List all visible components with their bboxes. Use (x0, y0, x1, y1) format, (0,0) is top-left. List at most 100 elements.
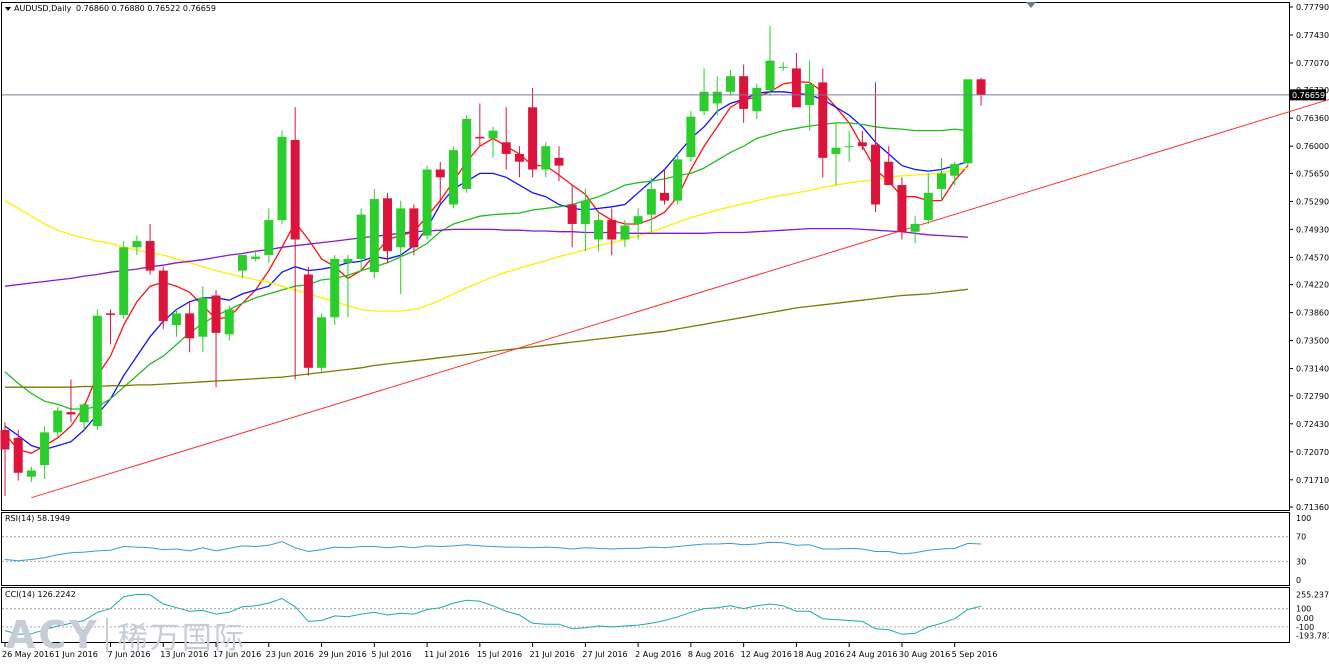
candle-body-bull (317, 317, 327, 368)
price-tick-label: 0.71710 (1296, 476, 1329, 485)
candle-body-bear (383, 198, 393, 252)
ma-line-sma50 (4, 167, 969, 312)
candle-body-bull (936, 173, 946, 189)
candle-body-bull (844, 146, 854, 148)
date-tick-label: 24 Aug 2016 (846, 650, 897, 659)
candle-body-bull (119, 247, 129, 315)
date-tick-label: 5 Jul 2016 (371, 650, 411, 659)
ma-line-sma20 (4, 122, 968, 410)
price-trendline (31, 98, 1329, 499)
candle-body-bull (646, 188, 656, 215)
date-tick-label: 26 May 2016 (2, 650, 54, 659)
rsi-indicator: 100 70 30 0 (2, 514, 1311, 585)
shift-marker-icon[interactable] (1026, 2, 1036, 8)
candle-body-bear (501, 142, 511, 154)
price-tick-label: 0.74220 (1296, 281, 1329, 290)
candle-body-bull (26, 470, 36, 477)
candle-body-bear (158, 270, 168, 322)
candle-body-bull (950, 164, 960, 176)
candle-body-bull (699, 91, 709, 112)
date-tick-label: 17 Jun 2016 (213, 650, 261, 659)
rsi-tick-label: 0 (1296, 576, 1301, 585)
rsi-tick-label: 70 (1296, 533, 1306, 542)
current-price-label: 0.76659 (1292, 91, 1325, 100)
candle-body-bull (422, 169, 432, 236)
cci-pane-frame (1, 587, 1290, 643)
candle-body-bull (224, 309, 234, 335)
candle-body-bull (264, 220, 274, 256)
candle-body-bear (791, 68, 801, 108)
ohlc-header-values: 0.76860 0.76880 0.76522 0.76659 (76, 4, 216, 13)
candle-body-bull (462, 118, 472, 189)
candle-body-bear (185, 313, 195, 339)
price-axis: 0.777900.774300.770700.767200.763600.760… (1289, 3, 1329, 512)
candle-body-bull (673, 159, 683, 201)
candle-body-bear (818, 82, 828, 158)
candle-body-bull (330, 258, 340, 318)
candle-body-bull (79, 404, 89, 423)
price-tick-label: 0.73860 (1296, 309, 1329, 318)
candle-body-bull (132, 241, 142, 248)
rsi-tick-label: 30 (1296, 557, 1306, 566)
cci-tick-label: 100 (1296, 605, 1311, 614)
price-pane-frame (1, 2, 1290, 511)
candle-body-bull (198, 297, 208, 337)
cci-tick-label: 255.2372 (1296, 590, 1329, 599)
candle-body-bear (13, 437, 23, 473)
candle-body-bear (0, 430, 10, 450)
rsi-tick-label: 100 (1296, 514, 1311, 523)
candle-body-bull (40, 432, 50, 466)
candle-body-bear (857, 142, 867, 147)
candle-body-bear (145, 241, 155, 271)
price-tick-label: 0.76000 (1296, 142, 1329, 151)
candle-body-bear (290, 139, 300, 240)
candle-body-bear (567, 204, 577, 224)
date-tick-label: 7 Jun 2016 (108, 650, 151, 659)
price-tick-label: 0.73500 (1296, 337, 1329, 346)
candle-body-bull (251, 256, 261, 259)
candle-body-bull (712, 91, 722, 104)
candle-body-bull (92, 315, 102, 427)
date-tick-label: 11 Jul 2016 (424, 650, 469, 659)
date-tick-label: 12 Aug 2016 (741, 650, 792, 659)
candle-body-bear (211, 295, 221, 333)
price-tick-label: 0.76360 (1296, 114, 1329, 123)
candle-body-bear (106, 313, 116, 315)
candle-body-bull (237, 255, 247, 271)
candle-body-bear (739, 76, 749, 109)
trendline-layer[interactable] (31, 14, 1329, 499)
candle-body-bull (686, 116, 696, 158)
symbol-header: AUDUSD,Daily (14, 4, 72, 13)
rsi-pane-frame (1, 512, 1290, 586)
candle-body-bull (633, 216, 643, 224)
price-tick-label: 0.72070 (1296, 448, 1329, 457)
price-tick-label: 0.77070 (1296, 59, 1329, 68)
price-tick-label: 0.75290 (1296, 197, 1329, 206)
candle-body-bull (765, 60, 775, 91)
candle-body-bull (620, 225, 630, 240)
candle-body-bull (541, 146, 551, 170)
candle-body-bear (435, 169, 445, 178)
date-tick-label: 18 Aug 2016 (793, 650, 844, 659)
candle-body-bull (369, 199, 379, 273)
candle-body-bull (53, 410, 63, 433)
candle-body-bear (607, 220, 617, 240)
candle-body-bear (303, 274, 313, 368)
ma-line-sma200 (5, 288, 968, 388)
date-tick-label: 13 Jun 2016 (160, 650, 208, 659)
price-tick-label: 0.73140 (1296, 365, 1329, 374)
symbol-menu-arrow-icon[interactable] (5, 7, 11, 11)
price-tick-label: 0.74570 (1296, 253, 1329, 262)
candle-body-bear (871, 144, 881, 205)
candle-body-bull (725, 76, 735, 92)
candle-body-bear (66, 412, 76, 415)
price-tick-label: 0.71360 (1296, 503, 1329, 512)
candle-body-bear (897, 185, 907, 232)
cci-tick-label: -100 (1296, 623, 1314, 632)
date-tick-label: 2 Aug 2016 (635, 650, 681, 659)
price-tick-label: 0.72790 (1296, 392, 1329, 401)
candle-body-bull (343, 258, 353, 263)
